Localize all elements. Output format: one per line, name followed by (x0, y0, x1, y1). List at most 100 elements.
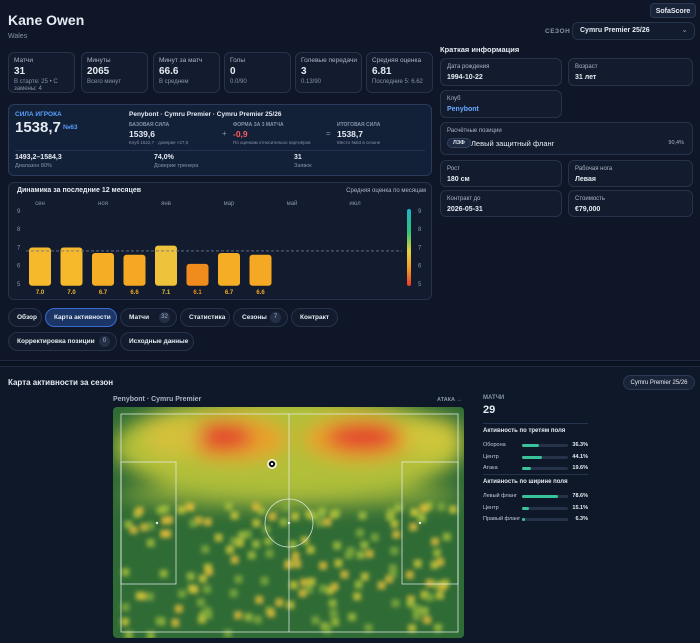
tab[interactable]: Матчи 32 (120, 308, 177, 327)
group-title: Активность по третям поля (483, 428, 566, 434)
stat-card: Средняя оценка 6.81 Последние 5: 6.62 (366, 52, 433, 93)
info-label: Контракт до (447, 196, 481, 202)
heat-cell (431, 537, 440, 546)
heat-cell (328, 599, 337, 608)
heat-cell (178, 589, 186, 598)
tab[interactable]: Обзор (8, 308, 42, 327)
tab-label: Карта активности (54, 314, 111, 321)
heat-cell (230, 555, 239, 564)
heat-cell (417, 513, 426, 522)
stat-value: 6.81 (372, 66, 392, 77)
heat-cell (326, 586, 335, 595)
tab[interactable]: Корректировка позиции 0 (8, 332, 117, 351)
player-name: Kane Owen (8, 12, 85, 28)
stat-label: Минуты (87, 57, 111, 64)
stat-value: 2065 (87, 66, 110, 77)
competition-button[interactable]: Cymru Premier 25/26 (623, 375, 695, 390)
positions-label: Расчётные позиции (447, 128, 502, 134)
heat-cell (408, 624, 416, 633)
heat-cell (291, 551, 300, 560)
heat-cell (356, 551, 365, 559)
summary-value: 31 (294, 154, 302, 161)
spot (155, 521, 159, 525)
group-title: Активность по ширине поля (483, 479, 568, 485)
strength-label: СИЛА ИГРОКА (15, 111, 62, 118)
x-tick-label: май (287, 200, 298, 207)
tab[interactable]: Карта активности (45, 308, 117, 327)
heat-cell (306, 545, 315, 554)
info-value: 31 лет (575, 74, 597, 81)
y-tick-label: 6 (17, 264, 21, 270)
summary-label: Диапазон 80% (15, 163, 52, 169)
row-value: 44.1% (572, 453, 588, 460)
tab[interactable]: Сезоны 7 (233, 308, 288, 327)
brand-button[interactable]: SofaScore (650, 3, 696, 18)
heat-cell (391, 599, 400, 608)
heat-cell (121, 617, 129, 626)
heat-cell (187, 584, 196, 593)
heat-cell (257, 506, 266, 515)
stat-value: 66.6 (159, 66, 179, 77)
direction-label: АТАКА → (437, 397, 463, 403)
strength-value: 1538,7 (15, 119, 61, 136)
stat-sub: 0.0/90 (230, 79, 247, 85)
row-label: Левый фланг (483, 493, 517, 499)
heat-cell (410, 508, 419, 517)
colorbar-tick-label: 7 (418, 245, 422, 251)
heat-cell (430, 560, 439, 569)
bar-fill (522, 444, 539, 447)
heat-cell (377, 581, 386, 590)
heat-cell (204, 611, 213, 619)
heat-cell (252, 519, 261, 528)
heat-cell (449, 505, 457, 514)
heat-cell (223, 629, 232, 638)
left-box (120, 461, 177, 585)
tab[interactable]: Контракт (291, 308, 338, 327)
heat-cell (304, 585, 313, 594)
tab[interactable]: Исходные данные (120, 332, 194, 351)
component-value: -0,9 (233, 129, 248, 139)
tab[interactable]: Статистика (180, 308, 230, 327)
heat-cell (423, 615, 432, 624)
bar-track (522, 455, 568, 459)
heat-cell (237, 531, 246, 540)
separator (15, 150, 425, 151)
heat-cell (262, 525, 271, 534)
positions-card: Расчётные позиции ЛЗФ Левый защитный фланг… (440, 122, 693, 155)
stat-value: 0 (230, 66, 236, 77)
heat-cell (252, 502, 261, 511)
country: Wales (8, 33, 28, 40)
heat-cell (346, 546, 355, 555)
info-card: Контракт до 2026-05-31 (440, 190, 562, 217)
heat-cell (353, 592, 362, 601)
heat-cell (146, 521, 155, 530)
heat-cell (323, 625, 332, 634)
y-tick-label: 7 (17, 245, 21, 251)
heat-cell (307, 577, 316, 586)
heat-cell (315, 518, 324, 527)
heat-cell (174, 604, 183, 613)
heat-cell (199, 611, 208, 620)
heat-cell (260, 576, 269, 585)
heat-cell (194, 516, 203, 525)
heat-cell (330, 582, 339, 591)
season-select[interactable]: Cymru Premier 25/26 ⌄ (572, 22, 695, 40)
x-tick-label: мар (224, 201, 235, 207)
tab-count: 7 (270, 312, 281, 323)
heat-cell (264, 537, 273, 546)
strength-context: Penybont · Cymru Premier · Cymru Premier… (129, 111, 282, 118)
stat-card: Матчи 31 В старте: 25 • С замены: 4 (8, 52, 75, 93)
heat-blob (189, 423, 253, 451)
y-tick-label: 9 (17, 209, 21, 215)
heat-cell (155, 616, 164, 625)
bar (155, 245, 177, 286)
heat-cell (243, 530, 252, 539)
tab-count: 0 (99, 336, 110, 347)
heat-cell (268, 512, 277, 521)
stat-label: Матчи (14, 57, 33, 64)
heat-cell (288, 540, 297, 549)
info-value: Penybont (447, 106, 479, 113)
info-card: Стоимость €79,000 (568, 190, 693, 217)
heat-cell (234, 575, 243, 584)
heat-cell (203, 606, 212, 615)
